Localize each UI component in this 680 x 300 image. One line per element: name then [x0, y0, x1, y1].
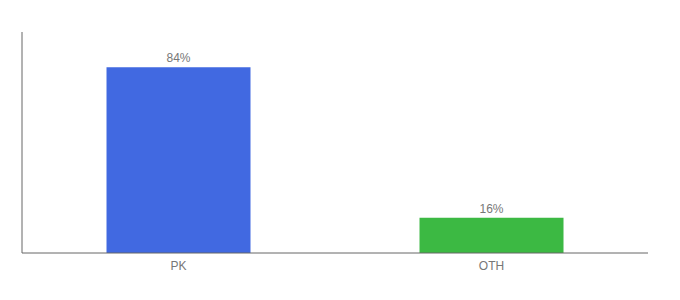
svg-text:OTH: OTH	[479, 259, 504, 273]
svg-text:PK: PK	[170, 259, 186, 273]
svg-text:16%: 16%	[479, 202, 503, 216]
svg-text:84%: 84%	[166, 51, 190, 65]
